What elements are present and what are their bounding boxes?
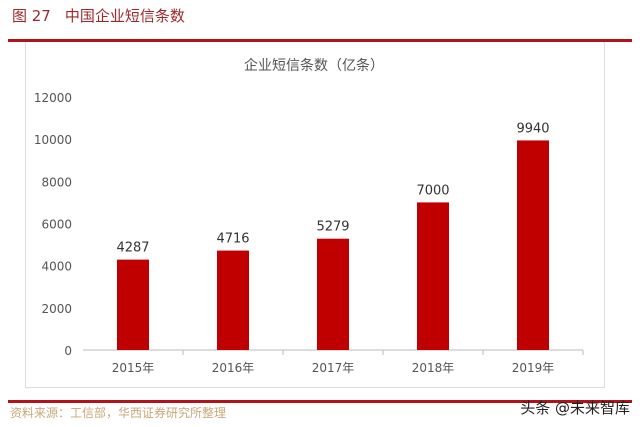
y-tick-label: 4000	[41, 260, 72, 274]
x-tick-label: 2016年	[212, 361, 255, 375]
x-tick-label: 2017年	[312, 361, 355, 375]
figure-title: 图 27 中国企业短信条数	[12, 5, 199, 26]
chart-frame	[25, 42, 605, 388]
data-label: 4287	[116, 241, 149, 256]
y-tick-label: 2000	[41, 302, 72, 316]
y-tick-label: 0	[64, 344, 72, 358]
y-tick-label: 10000	[34, 133, 72, 147]
data-label: 4716	[216, 232, 249, 247]
bar	[317, 238, 349, 350]
x-tick-label: 2015年	[112, 361, 155, 375]
bar	[217, 250, 249, 350]
x-tick-label: 2019年	[512, 361, 555, 375]
data-label: 9940	[516, 121, 549, 136]
x-tick-label: 2018年	[412, 361, 455, 375]
source-note: 资料来源：工信部，华西证券研究所整理	[10, 406, 227, 420]
y-tick-label: 12000	[34, 91, 72, 105]
data-label: 7000	[416, 183, 449, 198]
bottom-rule	[8, 400, 632, 403]
y-tick-label: 8000	[41, 175, 72, 189]
watermark: 头条 @未来智库	[520, 399, 630, 417]
y-tick-label: 6000	[41, 218, 72, 232]
chart-title: 企业短信条数（亿条）	[244, 57, 384, 74]
top-rule	[8, 39, 632, 42]
bar	[517, 140, 549, 350]
data-label: 5279	[316, 220, 349, 235]
bar	[117, 259, 149, 350]
figure-number: 图 27	[12, 7, 51, 25]
figure-title-text: 中国企业短信条数	[64, 7, 185, 25]
bar	[417, 202, 449, 350]
